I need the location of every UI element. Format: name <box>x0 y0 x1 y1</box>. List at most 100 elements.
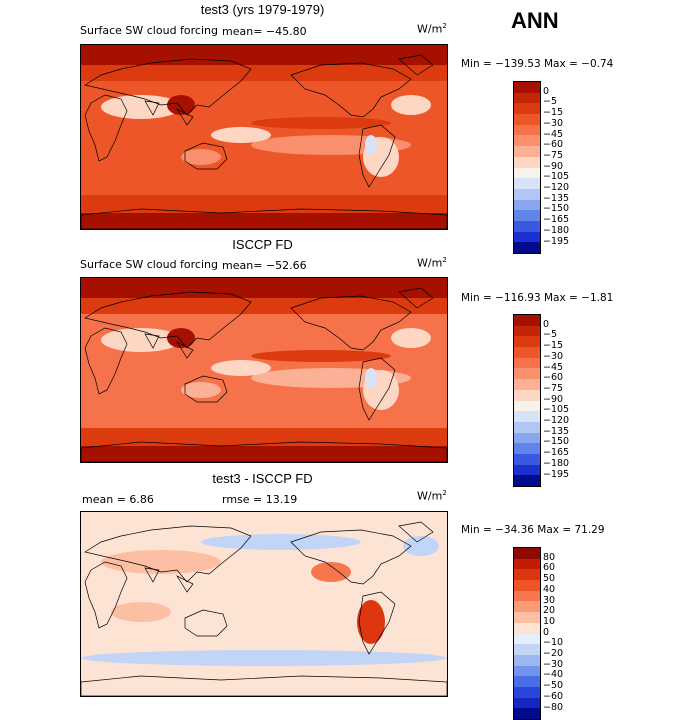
colorbar-tick-label: 30 <box>543 594 556 606</box>
panel-1-title: test3 (yrs 1979-1979) <box>200 2 325 17</box>
colorbar-tick-label: −135 <box>543 425 570 437</box>
colorbar-tick-label: −75 <box>543 149 564 161</box>
field-itcz <box>251 117 391 129</box>
coastline <box>84 327 128 395</box>
colorbar-swatch <box>514 558 540 570</box>
colorbar-tick-label: −195 <box>543 235 570 247</box>
coastline <box>84 561 128 629</box>
colorbar-tick-label: −30 <box>543 658 564 670</box>
field-peru-stratus <box>365 368 377 388</box>
colorbar-swatch <box>514 103 540 115</box>
units-text: W/m <box>417 489 443 503</box>
colorbar-swatch <box>514 336 540 348</box>
colorbar-tick-label: −40 <box>543 669 564 681</box>
field-atlantic-subtropics <box>391 328 431 348</box>
colorbar-swatch <box>514 220 540 232</box>
colorbar-swatch <box>514 368 540 380</box>
field-subarctic-band <box>81 298 447 314</box>
panel-1-mean: mean= −45.80 <box>222 25 307 38</box>
colorbar-tick-label: 10 <box>543 615 556 627</box>
colorbar-tick-label: 0 <box>543 318 550 330</box>
coastline <box>290 295 412 351</box>
colorbar-swatch <box>514 464 540 476</box>
field-southern-band <box>81 195 447 213</box>
colorbar-tick-label: 60 <box>543 562 556 574</box>
colorbar-tick-label: −180 <box>543 224 570 236</box>
field-australia-clear <box>181 149 221 165</box>
colorbar-swatch <box>514 82 540 93</box>
colorbar-swatch <box>514 411 540 422</box>
field-north-atlantic-negative <box>403 536 439 556</box>
colorbar-tick-label: 50 <box>543 573 556 585</box>
units-text: W/m <box>417 256 443 270</box>
coastline <box>184 609 228 637</box>
panel-1-minmax: Min = −139.53 Max = −0.74 <box>461 58 614 70</box>
colorbar-tick-label: −150 <box>543 203 570 215</box>
colorbar-tick-label: 80 <box>543 551 556 563</box>
colorbar-swatch <box>514 146 540 157</box>
colorbar-tick-label: 0 <box>543 85 550 97</box>
colorbar-swatch <box>514 633 540 645</box>
coastline <box>358 591 396 655</box>
colorbar-swatch <box>514 389 540 401</box>
colorbar-swatch <box>514 665 540 677</box>
units-text: W/m <box>417 22 443 36</box>
coastline <box>84 291 252 349</box>
colorbar-tick-label: −15 <box>543 107 564 119</box>
colorbar-tick-label: −20 <box>543 648 564 659</box>
colorbar-swatch <box>514 686 540 698</box>
field-sahara-clear <box>101 328 181 352</box>
colorbar-tick-label: −60 <box>543 690 564 702</box>
colorbar-swatch <box>514 124 540 136</box>
colorbar-swatch <box>514 421 540 433</box>
colorbar-tick-label: −105 <box>543 171 570 183</box>
colorbar-tick-label: −60 <box>543 372 564 384</box>
colorbar-tick-label: −5 <box>543 329 558 341</box>
field-west-pacific <box>211 127 271 143</box>
field-southern-band <box>81 428 447 446</box>
colorbar-tick-label: −45 <box>543 361 564 373</box>
field-tibet-high <box>167 95 195 115</box>
colorbar-swatch <box>514 612 540 623</box>
coastline <box>144 100 194 126</box>
coastline <box>84 58 252 116</box>
field-arctic-band <box>81 45 447 65</box>
colorbar-swatch <box>514 199 540 211</box>
colorbar-tick-label: −150 <box>543 436 570 448</box>
coastline <box>144 567 194 593</box>
colorbar-tick-label: −15 <box>543 340 564 352</box>
colorbar-swatch <box>514 654 540 666</box>
colorbar-swatch <box>514 315 540 326</box>
field-australia-clear <box>181 382 221 398</box>
panel-2-minmax: Min = −116.93 Max = −1.81 <box>461 292 614 304</box>
panel-3-map-field <box>81 512 447 696</box>
colorbar-swatch <box>514 548 540 559</box>
colorbar-swatch <box>514 590 540 602</box>
colorbar-swatch <box>514 210 540 221</box>
colorbar-tick-label: −10 <box>543 637 564 649</box>
colorbar-swatch <box>514 379 540 390</box>
field-subarctic-band <box>81 65 447 81</box>
panel-3-rmse: rmse = 13.19 <box>222 493 298 506</box>
colorbar-swatch <box>514 135 540 147</box>
field-antarctic-band <box>81 213 447 229</box>
colorbar-swatch <box>514 708 540 719</box>
coastline <box>290 62 412 118</box>
coastline <box>184 375 228 403</box>
colorbar-swatch <box>514 676 540 687</box>
coastline <box>184 142 228 170</box>
colorbar-swatch <box>514 400 540 412</box>
field-atlantic-subtropics <box>391 95 431 115</box>
colorbar-swatch <box>514 114 540 125</box>
coastline <box>81 675 447 696</box>
colorbar-swatch <box>514 601 540 613</box>
colorbar-tick-label: −60 <box>543 139 564 151</box>
coastline <box>290 529 412 585</box>
field-tibet-high <box>167 328 195 348</box>
colorbar-tick-label: −105 <box>543 404 570 416</box>
colorbar-swatch <box>514 347 540 358</box>
panel-3-colorbar <box>513 547 541 720</box>
colorbar-tick-label: −180 <box>543 457 570 469</box>
field-na-positive <box>311 562 351 582</box>
units-exponent: 2 <box>442 489 447 497</box>
